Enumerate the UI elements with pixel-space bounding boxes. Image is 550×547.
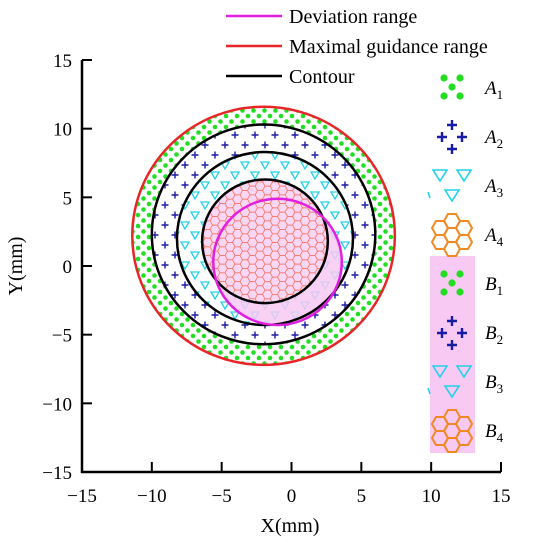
triangle-icon: [431, 169, 449, 183]
dot-icon: [456, 288, 464, 296]
y-tick-label: 10: [53, 120, 72, 141]
contour-circle-1: [150, 123, 377, 346]
triangle-icon: [431, 365, 449, 379]
x-ticks: −15 −10 −5 0 5 10 15: [67, 462, 511, 507]
hexagon-icon: [442, 409, 462, 425]
plus-icon: [437, 132, 447, 142]
region-label-a1: A1: [483, 78, 503, 102]
dot-icon: [440, 288, 448, 296]
triangle-icon: [443, 189, 461, 203]
hexagon-icon: [442, 213, 462, 229]
y-tick-label: −10: [42, 394, 72, 415]
y-tick-label: −15: [42, 463, 72, 484]
deviation-circle: [212, 197, 344, 327]
region-label-b4: B4: [485, 421, 504, 445]
y-tick-label: 15: [53, 51, 72, 72]
x-tick-label: −5: [212, 486, 232, 507]
dot-icon: [440, 92, 448, 100]
triangle-icon: [427, 191, 431, 199]
plus-icon: [447, 340, 457, 350]
plus-icon: [457, 328, 467, 338]
dot-icon: [448, 279, 456, 287]
dot-icon: [456, 74, 464, 82]
region-label-b1: B1: [485, 274, 503, 298]
dot-icon: [456, 270, 464, 278]
x-tick-label: −10: [137, 486, 167, 507]
triangle-icon: [427, 387, 431, 395]
x-tick-label: 0: [287, 486, 297, 507]
region-label-b2: B2: [485, 323, 503, 347]
y-tick-label: 5: [63, 188, 73, 209]
dot-icon: [448, 83, 456, 91]
dot-icon: [440, 74, 448, 82]
region-label-b3: B3: [485, 372, 503, 396]
y-axis-label: Y(mm): [5, 237, 27, 296]
hexagon-icon: [442, 437, 462, 453]
legend: Deviation range Maximal guidance range C…: [226, 6, 488, 88]
dot-icon: [440, 270, 448, 278]
y-tick-label: 0: [63, 257, 73, 278]
plus-icon: [447, 316, 457, 326]
region-label-a3: A3: [483, 176, 503, 200]
triangle-icon: [455, 365, 473, 379]
x-tick-label: 15: [492, 486, 511, 507]
axes: −15 −10 −5 0 5 10 15 −15 −10 −5 0 5 10 15 X(mm) Y(mm…: [5, 51, 511, 537]
region-legend: A1 A2 A3 A4 B1 B2 B3 B4: [427, 74, 504, 453]
plus-icon: [447, 144, 457, 154]
contour-circle-3: [200, 178, 330, 305]
legend-label-contour: Contour: [289, 66, 355, 88]
plot-regions: [131, 105, 397, 367]
region-label-a4: A4: [483, 225, 504, 249]
plus-icon: [447, 120, 457, 130]
hexagon-icon: [442, 241, 462, 257]
legend-label-deviation: Deviation range: [289, 6, 417, 28]
maximal-guidance-circle: [131, 105, 397, 367]
dot-icon: [456, 92, 464, 100]
x-tick-label: −15: [67, 486, 97, 507]
triangle-icon: [455, 169, 473, 183]
y-ticks: −15 −10 −5 0 5 10 15: [42, 51, 92, 484]
plus-icon: [457, 132, 467, 142]
x-tick-label: 10: [422, 486, 441, 507]
triangle-icon: [443, 385, 461, 399]
x-tick-label: 5: [357, 486, 367, 507]
b-region-background: [430, 256, 475, 453]
region-label-a2: A2: [483, 127, 503, 151]
x-axis-label: X(mm): [261, 515, 320, 537]
region-a4-hex: [202, 179, 328, 304]
y-tick-label: −5: [52, 326, 72, 347]
plus-icon: [437, 328, 447, 338]
legend-label-maximal: Maximal guidance range: [289, 36, 488, 58]
